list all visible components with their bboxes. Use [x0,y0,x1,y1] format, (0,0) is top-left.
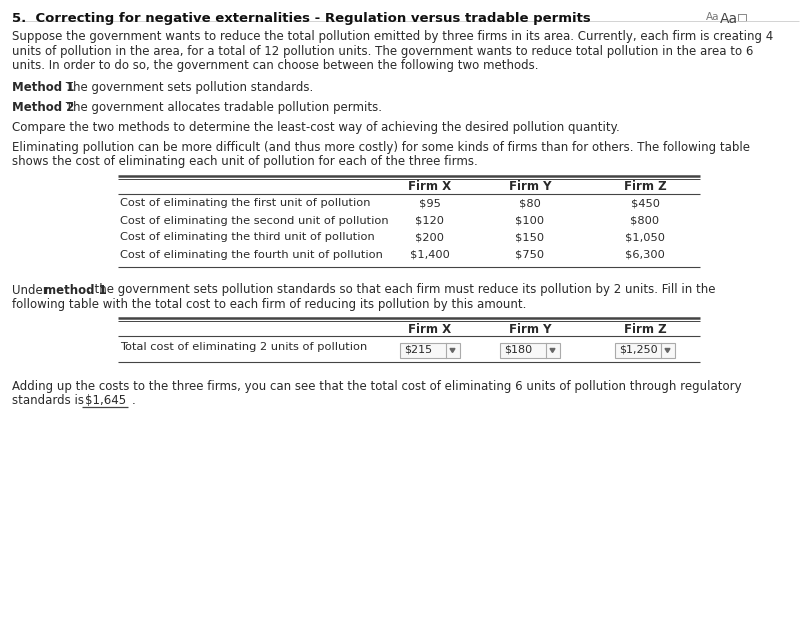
Text: units of pollution in the area, for a total of 12 pollution units. The governmen: units of pollution in the area, for a to… [12,44,753,57]
Text: Under: Under [12,283,52,297]
Text: Method 2: Method 2 [12,101,75,114]
Text: $80: $80 [519,199,541,209]
Polygon shape [665,349,670,352]
Text: Total cost of eliminating 2 units of pollution: Total cost of eliminating 2 units of pol… [120,342,367,352]
Text: 5.  Correcting for negative externalities - Regulation versus tradable permits: 5. Correcting for negative externalities… [12,12,590,25]
Text: : The government sets pollution standards.: : The government sets pollution standard… [58,81,313,94]
Text: Firm X: Firm X [409,181,452,194]
Text: $120: $120 [415,215,444,225]
Text: Method 1: Method 1 [12,81,75,94]
Text: $200: $200 [415,233,444,242]
FancyBboxPatch shape [615,343,675,358]
Text: shows the cost of eliminating each unit of pollution for each of the three firms: shows the cost of eliminating each unit … [12,155,478,168]
Text: Aa: Aa [706,12,719,22]
Text: $100: $100 [516,215,544,225]
Text: following table with the total cost to each firm of reducing its pollution by th: following table with the total cost to e… [12,298,526,311]
Text: standards is: standards is [12,394,84,407]
Text: : The government allocates tradable pollution permits.: : The government allocates tradable poll… [58,101,382,114]
Text: $450: $450 [630,199,659,209]
FancyBboxPatch shape [400,343,460,358]
Text: method 1: method 1 [44,283,107,297]
Text: Compare the two methods to determine the least-cost way of achieving the desired: Compare the two methods to determine the… [12,121,620,134]
Text: Suppose the government wants to reduce the total pollution emitted by three firm: Suppose the government wants to reduce t… [12,30,773,43]
FancyBboxPatch shape [500,343,560,358]
Text: $1,400: $1,400 [410,249,450,260]
Text: $1,645: $1,645 [85,394,127,407]
Text: Cost of eliminating the fourth unit of pollution: Cost of eliminating the fourth unit of p… [120,249,383,260]
Text: Firm Z: Firm Z [624,181,667,194]
Text: units. In order to do so, the government can choose between the following two me: units. In order to do so, the government… [12,59,539,72]
Text: Adding up the costs to the three firms, you can see that the total cost of elimi: Adding up the costs to the three firms, … [12,380,741,393]
Text: Cost of eliminating the first unit of pollution: Cost of eliminating the first unit of po… [120,199,371,209]
Text: Eliminating pollution can be more difficult (and thus more costly) for some kind: Eliminating pollution can be more diffic… [12,141,750,154]
Text: .: . [132,394,135,407]
Text: Cost of eliminating the second unit of pollution: Cost of eliminating the second unit of p… [120,215,388,225]
Polygon shape [550,349,555,352]
Text: $150: $150 [516,233,544,242]
Text: $1,250: $1,250 [619,345,658,355]
Text: $180: $180 [504,345,532,355]
Text: $95: $95 [419,199,441,209]
Text: $1,050: $1,050 [625,233,665,242]
Text: $800: $800 [630,215,659,225]
Text: , the government sets pollution standards so that each firm must reduce its poll: , the government sets pollution standard… [87,283,715,297]
Text: Firm Y: Firm Y [508,323,551,336]
Text: Firm X: Firm X [409,323,452,336]
Text: Firm Z: Firm Z [624,323,667,336]
Text: $750: $750 [516,249,544,260]
Text: Firm Y: Firm Y [508,181,551,194]
Text: $6,300: $6,300 [625,249,665,260]
Polygon shape [450,349,455,352]
Text: $215: $215 [404,345,432,355]
Text: Cost of eliminating the third unit of pollution: Cost of eliminating the third unit of po… [120,233,375,242]
Text: Aa: Aa [720,12,738,26]
